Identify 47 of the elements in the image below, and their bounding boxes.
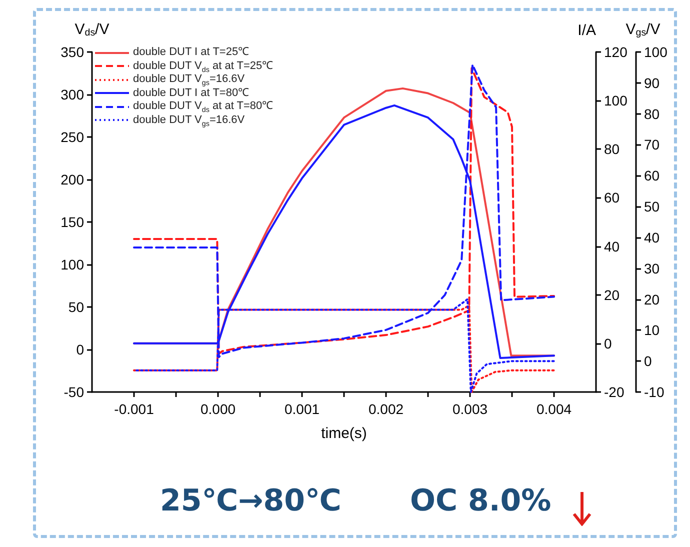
x-axis-title: time(s) <box>321 425 367 442</box>
legend-label: double DUT V$_{ds}$ at at T=80℃ <box>133 100 274 114</box>
y3-tick-label: 60 <box>644 168 660 184</box>
y-tick-label: 0 <box>76 342 84 358</box>
y3-tick-label: 30 <box>644 260 660 276</box>
y2-tick-label: 100 <box>604 92 628 109</box>
x-tick-label: 0.002 <box>368 401 404 417</box>
y3-tick-label: 40 <box>644 229 660 246</box>
x-tick-label: 0.004 <box>536 401 572 417</box>
legend-label: double DUT V$_{ds}$ at at T=25℃ <box>133 60 274 74</box>
text: OC 8.0% <box>410 484 552 518</box>
x-tick-label: -0.001 <box>114 401 154 417</box>
y3-tick-label: 20 <box>644 291 660 308</box>
text: 25℃→80℃ <box>160 484 342 518</box>
y3-tick-label: 70 <box>644 136 660 153</box>
y2-tick-label: 0 <box>604 335 612 352</box>
y2-axis-title: I/A <box>578 22 596 39</box>
x-tick-label: 0.001 <box>284 401 320 417</box>
y3-tick-label: 0 <box>644 353 652 370</box>
legend-label: double DUT V$_{gs}$=16.6V <box>133 114 245 128</box>
y-tick-label: 150 <box>60 214 84 230</box>
y3-tick-label: 50 <box>644 198 660 215</box>
legend-label: double DUT V$_{gs}$=16.6V <box>133 73 245 88</box>
legend-label: double DUT I at T=25℃ <box>133 46 250 60</box>
x-tick-label: 0.000 <box>200 401 236 417</box>
y-tick-label: 200 <box>60 172 84 188</box>
y-tick-label: 350 <box>60 44 84 60</box>
y-tick-label: 300 <box>60 86 84 102</box>
y3-tick-label: 100 <box>644 44 668 60</box>
x-tick-label: 0.003 <box>452 401 488 417</box>
y-tick-label: 50 <box>68 299 84 315</box>
y3-tick-label: 90 <box>644 74 660 91</box>
y-axis-title: Vds/V <box>74 21 110 38</box>
y-tick-label: 100 <box>60 256 84 272</box>
y2-tick-label: 20 <box>604 286 620 303</box>
y2-tick-label: -20 <box>604 384 624 400</box>
y3-axis-title: Vgs/V <box>626 21 660 38</box>
legend-label: double DUT I at T=80℃ <box>133 86 250 100</box>
y3-tick-label: 80 <box>644 106 660 122</box>
y2-tick-label: 60 <box>604 190 620 206</box>
y3-tick-label: 10 <box>644 322 660 338</box>
y-tick-label: 250 <box>60 129 84 145</box>
y3-tick-label: -10 <box>644 384 664 400</box>
y2-tick-label: 120 <box>604 44 628 60</box>
y2-tick-label: 80 <box>604 141 620 158</box>
y-tick-label: -50 <box>64 384 84 400</box>
y2-tick-label: 40 <box>604 238 620 254</box>
